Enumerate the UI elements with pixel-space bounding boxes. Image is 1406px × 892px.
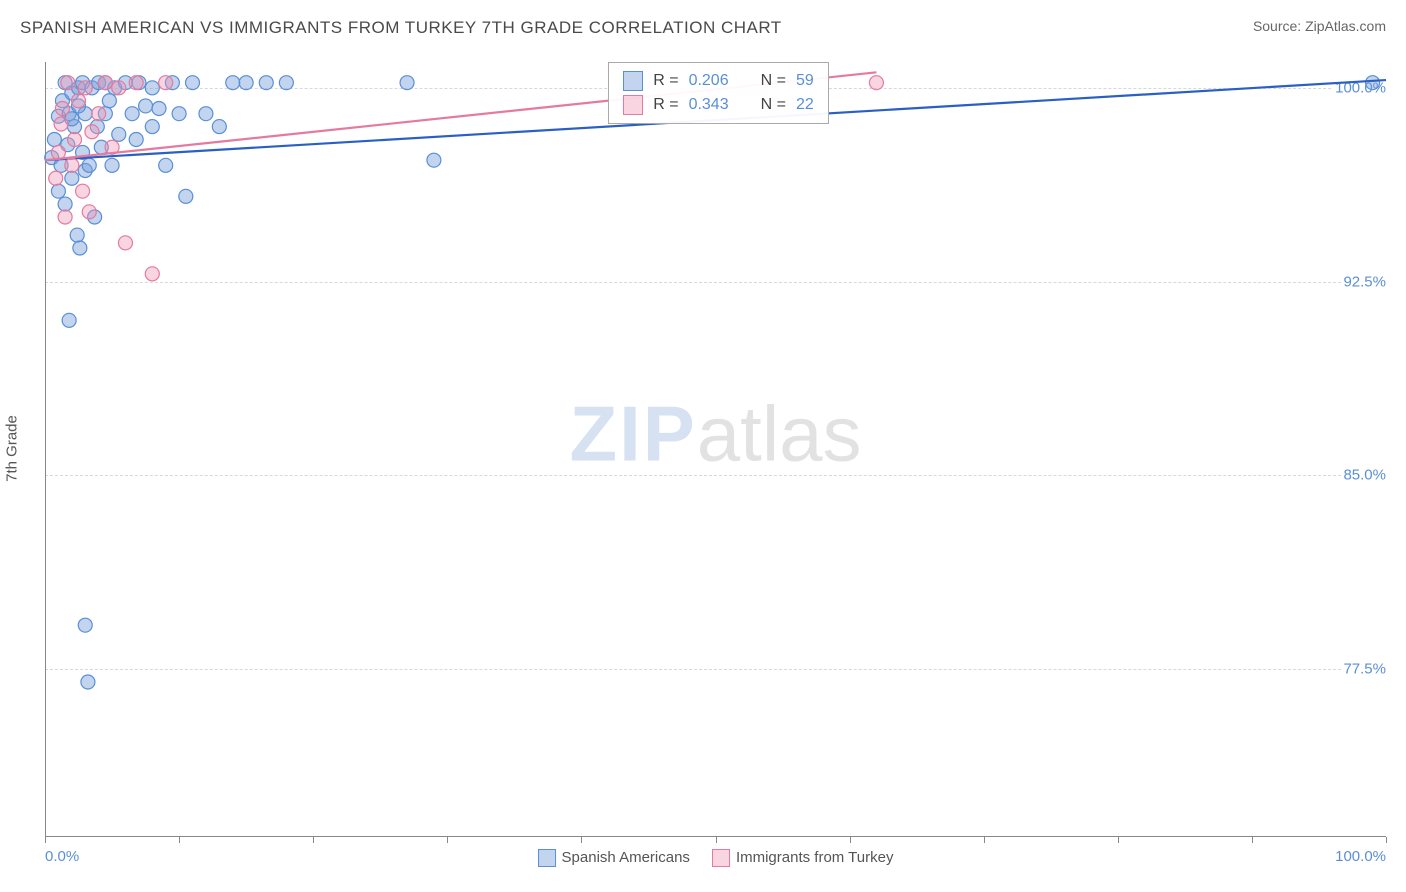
x-tick: [850, 837, 851, 843]
legend-swatch: [538, 849, 556, 867]
data-point: [65, 158, 79, 172]
data-point: [226, 76, 240, 90]
legend-swatch: [623, 95, 643, 115]
data-point: [279, 76, 293, 90]
r-label: R =: [653, 72, 678, 90]
data-point: [68, 133, 82, 147]
legend-item: Immigrants from Turkey: [712, 849, 894, 867]
x-tick: [984, 837, 985, 843]
data-point: [92, 107, 106, 121]
x-tick: [447, 837, 448, 843]
data-point: [199, 107, 213, 121]
bottom-legend: Spanish Americans Immigrants from Turkey: [538, 849, 894, 867]
plot-area: ZIPatlas 77.5%85.0%92.5%100.0%0.0%100.0%…: [45, 62, 1386, 837]
data-point: [869, 76, 883, 90]
data-point: [1366, 76, 1380, 90]
x-tick: [1118, 837, 1119, 843]
chart-title: SPANISH AMERICAN VS IMMIGRANTS FROM TURK…: [20, 18, 782, 38]
data-point: [72, 94, 86, 108]
data-point: [65, 171, 79, 185]
x-tick: [45, 837, 46, 843]
legend-swatch: [712, 849, 730, 867]
data-point: [73, 241, 87, 255]
data-point: [145, 267, 159, 281]
data-point: [129, 76, 143, 90]
data-point: [61, 76, 75, 90]
data-point: [54, 117, 68, 131]
data-point: [259, 76, 273, 90]
data-point: [186, 76, 200, 90]
n-label: N =: [761, 72, 786, 90]
data-point: [239, 76, 253, 90]
data-point: [58, 210, 72, 224]
data-point: [159, 158, 173, 172]
data-point: [145, 120, 159, 134]
legend-label: Immigrants from Turkey: [736, 849, 894, 866]
r-label: R =: [653, 96, 678, 114]
legend-item: Spanish Americans: [538, 849, 690, 867]
data-point: [400, 76, 414, 90]
data-point: [152, 102, 166, 116]
data-point: [145, 81, 159, 95]
x-origin-label: 0.0%: [45, 848, 79, 865]
correlation-legend: R = 0.206 N = 59 R = 0.343 N = 22: [608, 62, 829, 124]
data-point: [179, 189, 193, 203]
data-point: [85, 125, 99, 139]
data-point: [78, 618, 92, 632]
data-point: [125, 107, 139, 121]
data-point: [58, 197, 72, 211]
x-max-label: 100.0%: [1335, 848, 1386, 865]
data-point: [70, 228, 84, 242]
x-tick: [179, 837, 180, 843]
n-value: 22: [796, 96, 814, 114]
data-point: [51, 184, 65, 198]
data-point: [105, 158, 119, 172]
legend-swatch: [623, 71, 643, 91]
correlation-row: R = 0.343 N = 22: [623, 93, 814, 117]
n-value: 59: [796, 72, 814, 90]
scatter-svg: [45, 62, 1386, 837]
chart-area: ZIPatlas 77.5%85.0%92.5%100.0%0.0%100.0%…: [45, 62, 1386, 837]
n-label: N =: [761, 96, 786, 114]
x-tick: [581, 837, 582, 843]
data-point: [47, 133, 61, 147]
x-tick: [1386, 837, 1387, 843]
data-point: [81, 675, 95, 689]
data-point: [98, 76, 112, 90]
data-point: [62, 313, 76, 327]
data-point: [112, 127, 126, 141]
x-tick: [716, 837, 717, 843]
data-point: [172, 107, 186, 121]
r-value: 0.206: [689, 72, 729, 90]
x-tick: [313, 837, 314, 843]
data-point: [118, 236, 132, 250]
data-point: [78, 81, 92, 95]
data-point: [76, 184, 90, 198]
data-point: [159, 76, 173, 90]
data-point: [82, 205, 96, 219]
data-point: [102, 94, 116, 108]
data-point: [129, 133, 143, 147]
data-point: [427, 153, 441, 167]
data-point: [55, 102, 69, 116]
data-point: [49, 171, 63, 185]
data-point: [82, 158, 96, 172]
y-axis-label: 7th Grade: [4, 415, 21, 482]
data-point: [112, 81, 126, 95]
legend-label: Spanish Americans: [562, 849, 690, 866]
data-point: [139, 99, 153, 113]
x-tick: [1252, 837, 1253, 843]
r-value: 0.343: [689, 96, 729, 114]
source-attribution: Source: ZipAtlas.com: [1253, 18, 1386, 34]
correlation-row: R = 0.206 N = 59: [623, 69, 814, 93]
data-point: [212, 120, 226, 134]
